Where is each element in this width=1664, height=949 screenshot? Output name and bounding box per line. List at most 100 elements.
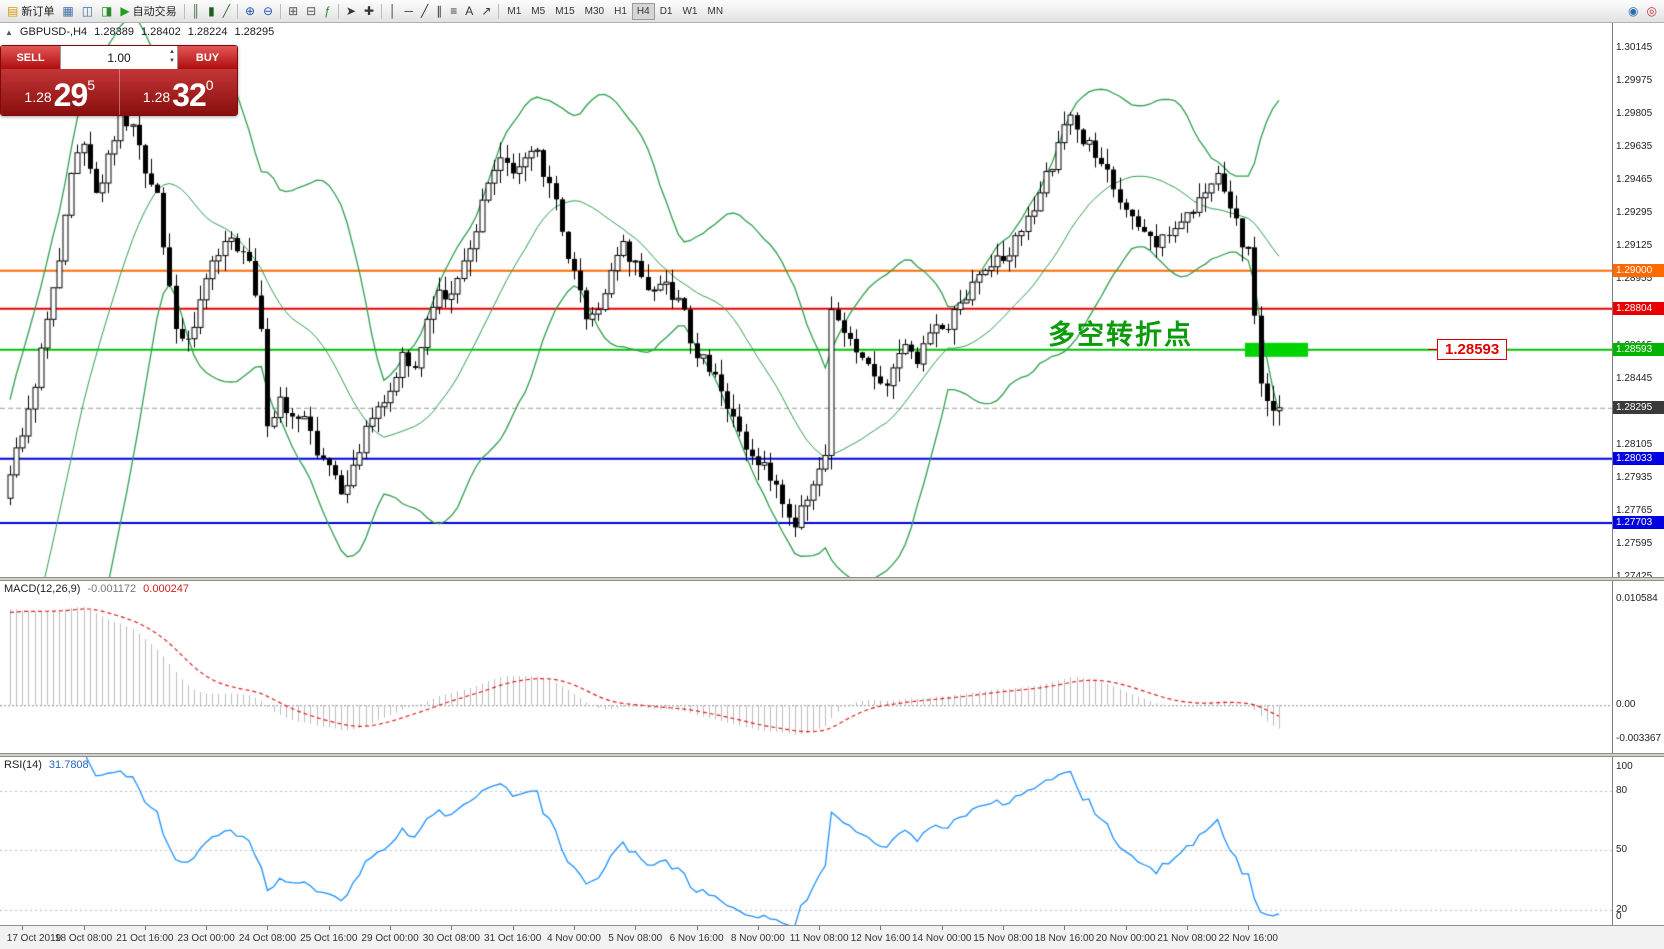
macd-canvas[interactable] bbox=[0, 581, 1612, 753]
time-axis-label: 30 Oct 08:00 bbox=[422, 933, 480, 944]
timeframe-d1[interactable]: D1 bbox=[659, 5, 673, 17]
rsi-axis-label: 80 bbox=[1616, 785, 1628, 796]
volume-spinner: ▲ ▼ bbox=[169, 48, 175, 66]
toolbar-separator bbox=[280, 3, 282, 19]
data-window-icon[interactable]: ◨ bbox=[97, 2, 116, 21]
text-tool-icon[interactable]: A bbox=[461, 2, 477, 21]
price-axis-label: 1.29635 bbox=[1616, 141, 1653, 153]
time-axis[interactable]: 17 Oct 2019 18 Oct 08:00 21 Oct 16:00 23 Oc… bbox=[0, 925, 1664, 949]
indicators-icon: ƒ bbox=[324, 4, 331, 18]
macd-axis-label: 0.010584 bbox=[1616, 593, 1658, 604]
time-axis-tick bbox=[635, 926, 636, 930]
timeframe-w1[interactable]: W1 bbox=[682, 5, 698, 17]
ohlc-open: 1.28389 bbox=[94, 26, 134, 38]
news-icon[interactable]: ◎ bbox=[1643, 2, 1661, 21]
horizontal-line-icon[interactable]: ─ bbox=[401, 2, 418, 21]
trendline-icon: ╱ bbox=[421, 4, 429, 18]
macd-signal-value: 0.000247 bbox=[143, 583, 190, 595]
volume-up-icon[interactable]: ▲ bbox=[169, 49, 175, 55]
indicators-icon[interactable]: ƒ bbox=[320, 2, 335, 21]
price-axis[interactable]: 1.30145 1.29975 1.29805 1.29635 1.29465 1.292… bbox=[1612, 23, 1664, 925]
sell-button[interactable]: SELL bbox=[1, 46, 60, 69]
panel-splitter-macd[interactable] bbox=[0, 577, 1664, 581]
crosshair-icon[interactable]: ✚ bbox=[360, 2, 378, 21]
time-axis-tick bbox=[206, 926, 207, 930]
time-axis-tick bbox=[574, 926, 575, 930]
volume-value[interactable]: 1.00 bbox=[107, 50, 131, 65]
new-order-button[interactable]: ▤ 新订单 bbox=[3, 2, 58, 21]
channel-icon[interactable]: ∥ bbox=[432, 2, 446, 21]
volume-field[interactable]: 1.00 ▲ ▼ bbox=[60, 46, 178, 69]
cursor-icon: ➤ bbox=[345, 4, 356, 18]
cursor-icon[interactable]: ➤ bbox=[342, 2, 360, 21]
macd-axis-label: 0.00 bbox=[1616, 699, 1636, 711]
zoom-in-icon[interactable]: ⊕ bbox=[241, 2, 259, 21]
sell-price-main: 29 bbox=[53, 77, 89, 113]
ohlc-low: 1.28224 bbox=[187, 26, 228, 38]
toolbar-separator bbox=[236, 3, 238, 19]
price-axis-badge: 1.28593 bbox=[1613, 343, 1664, 357]
chart-ohlc-header: ▲ GBPUSD-,H4 1.28389 1.28402 1.28224 1.2… bbox=[5, 26, 274, 38]
timeframe-m30[interactable]: M30 bbox=[584, 5, 605, 17]
price-axis-badge: 1.28804 bbox=[1613, 302, 1664, 316]
zoom-in-icon: ⊕ bbox=[244, 4, 256, 18]
bar-chart-icon[interactable]: ║ bbox=[188, 2, 205, 21]
timeframe-h4[interactable]: H4 bbox=[631, 2, 655, 20]
vertical-line-icon[interactable]: │ bbox=[385, 2, 401, 21]
collapse-panel-icon[interactable]: ▲ bbox=[5, 27, 13, 37]
time-axis-tick bbox=[758, 926, 759, 930]
timeframe-mn[interactable]: MN bbox=[707, 5, 724, 17]
zoom-out-icon[interactable]: ⊖ bbox=[259, 2, 277, 21]
rsi-axis-label: 100 bbox=[1616, 761, 1633, 772]
auto-trading-button: ▶ bbox=[120, 4, 130, 18]
trade-panel-prices: 1.28 29 5 1.28 32 0 bbox=[1, 69, 237, 115]
volume-down-icon[interactable]: ▼ bbox=[169, 58, 175, 64]
macd-name: MACD(12,26,9) bbox=[4, 583, 81, 595]
data-window-icon: ◨ bbox=[101, 4, 113, 18]
time-axis-label: 24 Oct 08:00 bbox=[238, 933, 297, 944]
arrow-tool-icon[interactable]: ↗ bbox=[477, 2, 495, 21]
rsi-canvas[interactable] bbox=[0, 757, 1612, 925]
rsi-name: RSI(14) bbox=[4, 759, 42, 771]
channel-icon: ∥ bbox=[436, 4, 443, 18]
toolbar-separator bbox=[381, 3, 383, 19]
line-chart-icon: ╱ bbox=[222, 4, 230, 18]
price-axis-badge: 1.29000 bbox=[1613, 264, 1664, 278]
candlestick-chart-icon[interactable]: ▮ bbox=[204, 2, 219, 21]
chart-annotation-text[interactable]: 多空转折点 bbox=[1048, 319, 1193, 350]
tile-windows-icon: ⊞ bbox=[288, 4, 299, 18]
charts-icon[interactable]: ▦ bbox=[58, 2, 77, 21]
price-chart-canvas[interactable] bbox=[0, 23, 1612, 577]
time-axis-tick bbox=[451, 926, 452, 930]
auto-trading-button[interactable]: ▶ 自动交易 bbox=[116, 2, 180, 21]
time-axis-label: 11 Nov 08:00 bbox=[789, 933, 849, 944]
trade-panel-divider bbox=[118, 69, 120, 115]
time-axis-tick bbox=[329, 926, 330, 930]
buy-button[interactable]: BUY bbox=[178, 46, 237, 69]
panel-splitter-rsi[interactable] bbox=[0, 753, 1664, 757]
text-tool-icon: A bbox=[465, 4, 474, 18]
community-icon[interactable]: ◉ bbox=[1624, 2, 1642, 21]
profiles-icon[interactable]: ◫ bbox=[78, 2, 97, 21]
timeframe-h1[interactable]: H1 bbox=[614, 5, 627, 17]
time-axis-label: 14 Nov 00:00 bbox=[912, 933, 972, 944]
time-axis-tick bbox=[145, 926, 146, 930]
line-chart-icon[interactable]: ╱ bbox=[219, 2, 234, 21]
timeframe-m15[interactable]: M15 bbox=[555, 5, 575, 17]
candlestick-chart-icon: ▮ bbox=[208, 4, 215, 18]
price-axis-label: 1.30145 bbox=[1616, 42, 1653, 53]
buy-price-display[interactable]: 1.28 32 0 bbox=[120, 69, 238, 115]
time-axis-tick bbox=[942, 926, 943, 930]
cascade-windows-icon[interactable]: ⊟ bbox=[302, 2, 320, 21]
sell-price-display[interactable]: 1.28 29 5 bbox=[1, 69, 119, 115]
timeframe-m5[interactable]: M5 bbox=[531, 5, 546, 17]
time-axis-label: 31 Oct 16:00 bbox=[484, 933, 542, 944]
macd-axis-label: -0.003367 bbox=[1616, 733, 1662, 744]
trendline-icon[interactable]: ╱ bbox=[417, 2, 432, 21]
price-axis-label: 1.28445 bbox=[1616, 372, 1653, 384]
tile-windows-icon[interactable]: ⊞ bbox=[284, 2, 302, 21]
fibonacci-icon[interactable]: ≡ bbox=[446, 2, 461, 21]
auto-trading-button-label: 自动交易 bbox=[132, 6, 177, 18]
timeframe-m1[interactable]: M1 bbox=[507, 5, 522, 17]
price-callout-label[interactable]: 1.28593 bbox=[1427, 338, 1508, 360]
